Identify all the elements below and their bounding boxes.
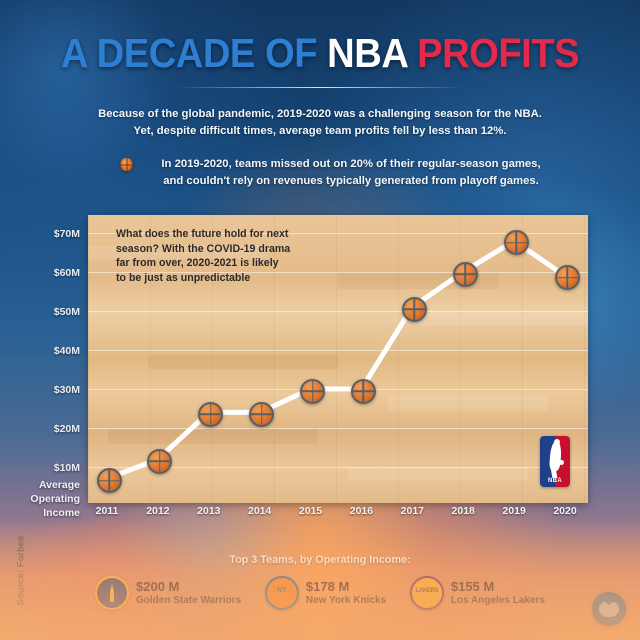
floor-plank [108,429,318,444]
y-axis-title-line-2: Operating [30,493,80,505]
top-teams-list: $200 M Golden State Warriors NY $178 M N… [95,576,545,610]
y-tick-label: $20M [53,423,80,435]
y-tick-label: $30M [53,384,80,396]
data-point-marker-2011[interactable] [96,468,122,494]
team-name: New York Knicks [305,594,387,606]
floor-plank [348,467,528,481]
new-york-knicks-logo: NY [264,576,299,610]
data-point-marker-2017[interactable] [401,296,427,322]
floor-plank [148,355,338,369]
y-tick-label: $70M [53,228,80,240]
team-value: $155 M [450,578,495,594]
title-divider [175,87,465,88]
y-axis: $70M $60M $50M $40M $30M $20M $10M [0,215,80,503]
data-point-marker-2012[interactable] [147,448,173,474]
x-tick-label-2011: 2011 [95,505,119,517]
floor-plank [388,395,548,411]
data-point-marker-2015[interactable] [300,378,326,404]
floor-plank [88,245,268,259]
nba-logo: NBA [540,436,570,487]
intro-paragraph: Because of the global pandemic, 2019-202… [80,106,560,139]
golden-state-warriors-logo [95,576,129,610]
annotation-line-1: What does the future hold for next [116,228,289,240]
team-text: $155 M Los Angeles Lakers [450,578,545,607]
basketball-icon [120,158,133,171]
team-name: Golden State Warriors [136,594,242,606]
bullet-line-1: In 2019-2020, teams missed out on 20% of… [161,158,541,170]
gridline [88,311,588,312]
list-item: NY $178 M New York Knicks [264,576,387,610]
page-title: A DECADE OF NBA PROFITS [22,33,617,74]
data-point-marker-2018[interactable] [452,261,478,287]
list-item: $200 M Golden State Warriors [95,576,241,610]
x-tick-label-2015: 2015 [298,505,323,517]
bullet-item: In 2019-2020, teams missed out on 20% of… [120,156,560,189]
brand-glyph [599,601,619,617]
team-value: $178 M [305,578,350,594]
team-text: $178 M New York Knicks [305,578,387,607]
knicks-mark: NY [277,587,287,594]
gridline [88,428,588,429]
data-point-marker-2014[interactable] [249,401,275,427]
title-part-white: NBA [327,30,407,76]
x-tick-label-2019: 2019 [502,505,526,517]
lakers-mark: LAKERS [415,588,439,594]
title-part-red: PROFITS [406,30,580,76]
intro-line-2: Yet, despite difficult times, average te… [133,124,507,137]
data-point-marker-2020[interactable] [554,265,580,291]
x-tick-label-2020: 2020 [553,505,577,517]
intro-line-1: Because of the global pandemic, 2019-202… [98,108,542,120]
y-tick-label: $10M [53,462,80,474]
gridline [88,350,588,351]
nba-logo-wordmark: NBA [548,478,562,484]
list-item: LAKERS $155 M Los Angeles Lakers [409,576,545,610]
x-tick-label-2017: 2017 [400,505,425,517]
y-tick-label: $40M [53,345,80,357]
gridline [88,272,588,273]
data-point-marker-2013[interactable] [198,401,224,427]
team-name: Los Angeles Lakers [450,594,545,606]
chart-panel: What does the future hold for next seaso… [88,215,588,503]
data-point-marker-2019[interactable] [503,230,529,256]
brand-logo [592,592,626,626]
source-label: Source: Forbes [15,535,27,606]
data-point-marker-2016[interactable] [350,378,376,404]
x-axis: 2011 2012 2013 2014 2015 2016 2017 2018 2019 2020 [88,505,588,525]
title-part-blue: A DECADE OF [60,30,328,76]
x-tick-label-2014: 2014 [247,505,272,517]
footer-title: Top 3 Teams, by Operating Income: [229,554,411,566]
y-tick-label: $60M [53,267,80,279]
bullet-text: In 2019-2020, teams missed out on 20% of… [142,156,560,189]
chart-annotation: What does the future hold for next seaso… [116,227,336,285]
x-tick-label-2016: 2016 [349,505,374,517]
nba-logo-ball [559,460,564,465]
team-value: $200 M [136,578,180,594]
y-tick-label: $50M [53,306,80,318]
x-tick-label-2012: 2012 [146,505,170,517]
y-axis-title-line-1: Average [38,479,80,491]
gridline [88,233,588,234]
annotation-line-3: far from over, 2020-2021 is likely [116,257,279,270]
series-line [104,238,568,482]
x-tick-label-2018: 2018 [451,505,475,517]
gridline [88,467,588,468]
floor-plank [418,311,588,326]
bullet-line-2: and couldn't rely on revenues typically … [163,174,539,187]
background-glow [0,0,180,180]
bridge-icon [110,584,114,602]
y-axis-title: Average Operating Income [0,478,80,520]
team-text: $200 M Golden State Warriors [136,578,242,607]
y-axis-title-line-3: Income [43,507,80,519]
x-tick-label-2013: 2013 [197,505,221,517]
annotation-line-4: to be just as unpredictable [116,271,251,284]
los-angeles-lakers-logo: LAKERS [409,576,444,610]
annotation-line-2: season? With the COVID-19 drama [116,242,291,255]
